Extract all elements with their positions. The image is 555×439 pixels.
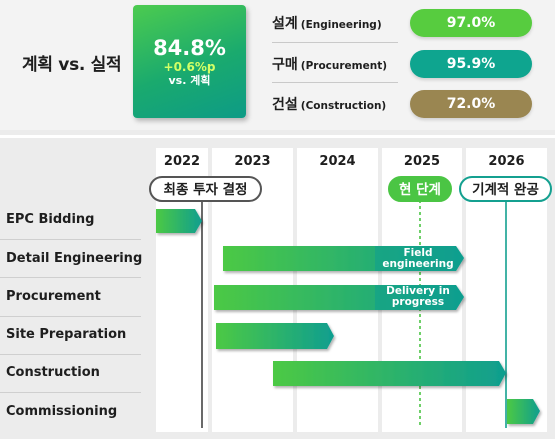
row-divider: [0, 354, 141, 355]
row-label-commissioning: Commissioning: [6, 404, 118, 419]
metric-label: 건설 (Construction): [272, 94, 386, 114]
section-divider: [0, 135, 555, 138]
overall-progress-caption: vs. 계획: [168, 74, 211, 87]
metric-construction: 건설 (Construction) 72.0%: [272, 85, 548, 121]
bar-construction: [273, 361, 506, 386]
year-header: 2022: [163, 154, 201, 169]
bar-commissioning: [507, 399, 540, 424]
final-investment-decision-badge: 최종 투자 결정: [149, 176, 262, 202]
year-header: 2024: [319, 154, 356, 169]
year-header: 2025: [403, 154, 441, 169]
metric-value-pill: 97.0%: [410, 9, 532, 37]
bar-label-field-engineering: Field engineering: [382, 247, 454, 270]
year-header: 2026: [488, 154, 525, 169]
row-divider: [0, 392, 141, 393]
metric-divider: [272, 42, 398, 43]
metric-label-ko: 건설: [272, 97, 298, 113]
row-label-procurement: Procurement: [6, 289, 101, 304]
metric-divider: [272, 82, 398, 83]
row-label-construction: Construction: [6, 365, 100, 380]
metric-value-pill: 95.9%: [410, 50, 532, 78]
metric-label-en: (Procurement): [300, 60, 388, 72]
metric-procurement: 구매 (Procurement) 95.9%: [272, 45, 548, 81]
metric-label-ko: 설계: [272, 16, 298, 32]
row-divider: [0, 277, 141, 278]
metric-value-pill: 72.0%: [410, 90, 532, 118]
row-label-epc-bidding: EPC Bidding: [6, 212, 95, 227]
bar-site-preparation: [216, 323, 334, 349]
metric-label: 설계 (Engineering): [272, 13, 382, 33]
overall-progress-delta: +0.6%p: [163, 60, 216, 74]
metric-label-en: (Construction): [300, 100, 387, 112]
bar-field-engineering-segment: [375, 246, 464, 271]
metric-label-en: (Engineering): [300, 19, 382, 31]
bar-delivery-segment: [375, 285, 464, 310]
metric-label-ko: 구매: [272, 57, 298, 73]
bar-label-delivery-in-progress: Delivery in progress: [386, 285, 450, 308]
year-header: 2023: [234, 154, 271, 169]
plan-vs-actual-panel: 계획 vs. 실적 84.8% +0.6%p vs. 계획 설계 (Enginee…: [0, 0, 555, 130]
row-label-site-preparation: Site Preparation: [6, 327, 127, 342]
row-divider: [0, 316, 141, 317]
bar-epc-bidding: [156, 209, 202, 233]
metric-engineering: 설계 (Engineering) 97.0%: [272, 4, 548, 40]
overall-progress-value: 84.8%: [153, 36, 226, 60]
summary-title: 계획 vs. 실적: [22, 55, 122, 75]
row-label-detail-engineering: Detail Engineering: [6, 251, 143, 266]
overall-progress-card: 84.8% +0.6%p vs. 계획: [133, 5, 246, 118]
current-stage-badge: 현 단계: [388, 176, 452, 202]
metric-label: 구매 (Procurement): [272, 54, 387, 74]
row-divider: [0, 239, 141, 240]
mechanical-completion-badge: 기계적 완공: [459, 176, 552, 202]
